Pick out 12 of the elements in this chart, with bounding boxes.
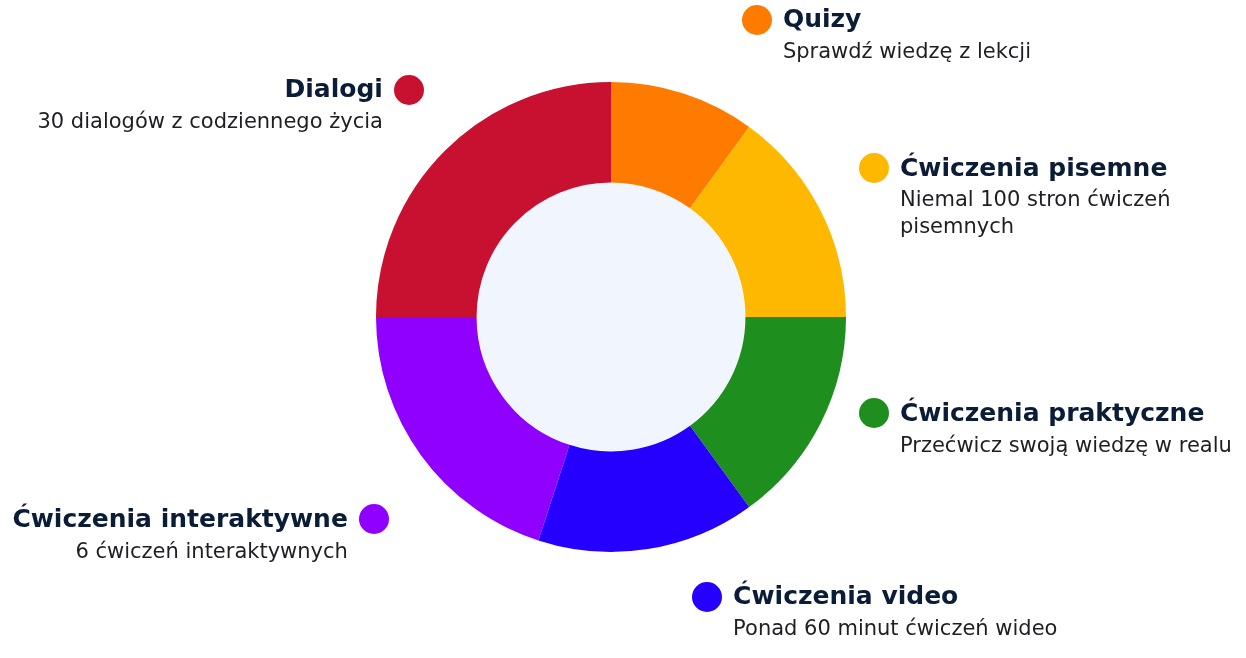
text: 6 ćwiczeń interaktywnych xyxy=(75,538,348,563)
text: Niemal 100 stron ćwiczeń pisemnych xyxy=(899,187,1171,239)
legend-label: Ćwiczenia video xyxy=(733,580,959,611)
text: 30 dialogów z codziennego życia xyxy=(37,109,383,134)
text: Przećwicz swoją wiedzę w realu xyxy=(899,432,1232,457)
slice-label: Ćwiczenia interaktywne xyxy=(12,502,348,533)
legend-label: Quizy xyxy=(782,4,862,34)
text: Ponad 60 minut ćwiczeń wideo xyxy=(733,616,1058,641)
legend-label: Ćwiczenia praktyczne xyxy=(899,396,1205,427)
legend-label: Ćwiczenia pisemne xyxy=(899,151,1168,182)
text: Sprawdź wiedzę z lekcji xyxy=(782,39,1032,64)
slice-label: Dialogi xyxy=(284,74,383,104)
